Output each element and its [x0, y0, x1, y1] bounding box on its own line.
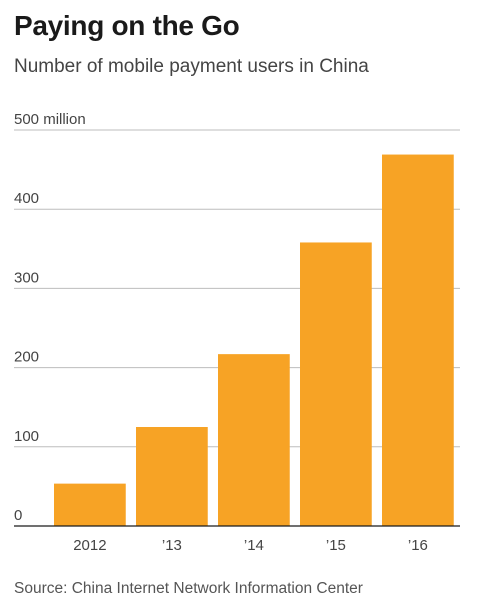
chart-title: Paying on the Go [14, 10, 240, 41]
y-tick-label: 400 [14, 190, 39, 207]
x-axis-ticks: 2012 ’13 ’14 ’15 ’16 [73, 537, 428, 554]
x-tick-label: 2012 [73, 537, 106, 554]
x-tick-label: ’13 [162, 537, 182, 554]
bar-3 [300, 242, 372, 527]
y-tick-label: 300 [14, 269, 39, 286]
y-tick-label: 0 [14, 507, 22, 524]
chart-subtitle: Number of mobile payment users in China [14, 56, 369, 77]
x-tick-label: ’15 [326, 537, 346, 554]
y-tick-label: 200 [14, 349, 39, 366]
bar-2 [218, 354, 290, 526]
y-tick-label: 500 million [14, 111, 86, 128]
bars [14, 154, 460, 527]
source-note: Source: China Internet Network Informati… [14, 580, 363, 597]
y-axis-ticks: 0 100 200 300 400 500 million [14, 111, 86, 524]
x-tick-label: ’16 [408, 537, 428, 554]
bar-0 [54, 483, 126, 526]
bar-4 [382, 154, 454, 526]
y-tick-label: 100 [14, 428, 39, 445]
x-tick-label: ’14 [244, 537, 264, 554]
bar-1 [136, 427, 208, 526]
